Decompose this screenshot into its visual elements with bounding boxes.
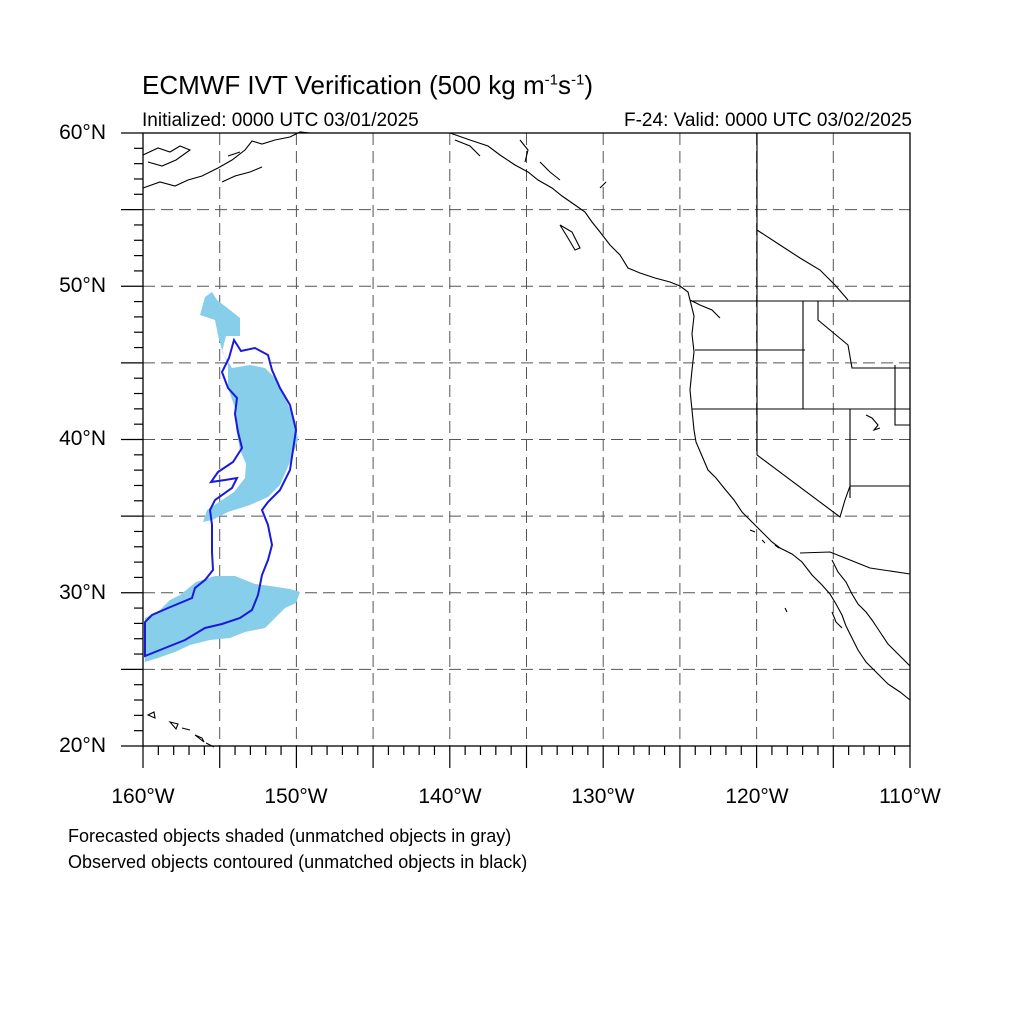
lat-label-50n: 50°N xyxy=(59,274,106,297)
lon-label-120w: 120°W xyxy=(725,785,789,808)
lat-label-20n: 20°N xyxy=(59,734,106,757)
forecast-objects xyxy=(145,292,300,662)
forecast-object-north xyxy=(200,292,298,522)
initialized-time: Initialized: 0000 UTC 03/01/2025 xyxy=(142,110,419,131)
coastlines xyxy=(142,131,911,748)
valid-time: F-24: Valid: 0000 UTC 03/02/2025 xyxy=(624,110,912,131)
lon-label-110w: 110°W xyxy=(879,785,941,808)
baja-coast xyxy=(831,559,911,667)
lat-label-60n: 60°N xyxy=(59,121,106,144)
small-islands xyxy=(749,414,881,613)
tick-marks xyxy=(121,132,911,768)
observed-objects xyxy=(144,337,298,658)
lon-label-160w: 160°W xyxy=(111,785,175,808)
borders xyxy=(690,133,911,575)
chart-title: ECMWF IVT Verification (500 kg m-1s-1) xyxy=(142,70,593,100)
forecast-object-south xyxy=(145,576,300,662)
lon-label-150w: 150°W xyxy=(264,785,328,808)
forecast-legend-note: Forecasted objects shaded (unmatched obj… xyxy=(68,826,512,846)
observed-legend-note: Observed objects contoured (unmatched ob… xyxy=(68,852,528,872)
us-west-coast xyxy=(689,299,911,701)
lon-label-140w: 140°W xyxy=(418,785,482,808)
lon-label-130w: 130°W xyxy=(571,785,635,808)
lat-label-40n: 40°N xyxy=(59,427,106,450)
alaska-coast xyxy=(142,131,311,189)
hawaii-islands xyxy=(146,711,215,748)
lat-label-30n: 30°N xyxy=(59,581,106,604)
bc-coast xyxy=(449,132,721,319)
observed-contour xyxy=(144,337,298,658)
